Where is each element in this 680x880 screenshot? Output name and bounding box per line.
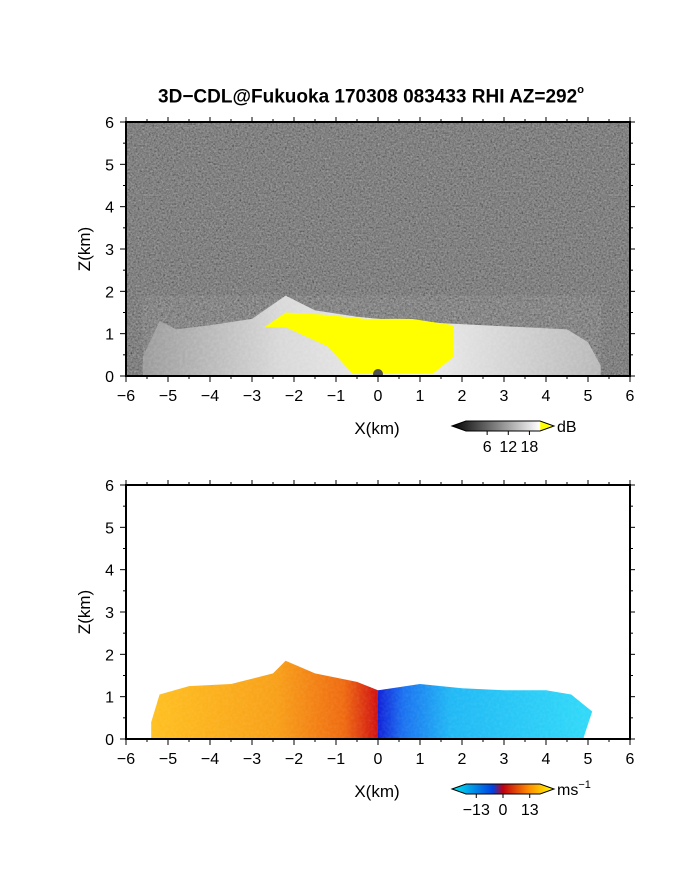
velocity-y-label: Z(km) xyxy=(75,590,94,634)
velocity-x-tick-label: 4 xyxy=(542,751,551,768)
snr-y-tick-label: 6 xyxy=(105,115,114,132)
velocity-x-tick-label: 6 xyxy=(626,751,635,768)
snr-colorbar-tick-label: 6 xyxy=(483,439,492,456)
snr-x-tick-label: −4 xyxy=(201,388,219,405)
velocity-y-tick-label: 4 xyxy=(105,563,114,580)
velocity-colorbar: −13 0 13 ms−1 xyxy=(450,779,591,819)
snr-y-label: Z(km) xyxy=(75,227,94,271)
velocity-colorbar-tick-label: 13 xyxy=(521,802,539,819)
snr-x-tick-label: −3 xyxy=(243,388,261,405)
snr-x-tick-label: 4 xyxy=(542,388,551,405)
snr-y-tick-label: 4 xyxy=(105,200,114,217)
velocity-x-tick-label: 1 xyxy=(416,751,425,768)
velocity-y-tick-label: 6 xyxy=(105,478,114,495)
velocity-y-tick-label: 0 xyxy=(105,732,114,749)
velocity-texture xyxy=(151,660,593,739)
snr-ticks: −6 −5 −4 −3 −2 −1 0 1 2 3 4 5 6 0 1 2 3 4 5 6 xyxy=(105,115,635,405)
velocity-ticks: −6 −5 −4 −3 −2 −1 0 1 2 3 4 5 6 0 1 2 3 4 5 6 xyxy=(105,478,635,768)
title-text: 3D−CDL@Fukuoka 170308 083433 RHI AZ=292 xyxy=(158,86,578,108)
velocity-x-tick-label: −6 xyxy=(117,751,135,768)
snr-x-tick-label: −5 xyxy=(159,388,177,405)
velocity-y-tick-label: 5 xyxy=(105,520,114,537)
velocity-x-tick-label: −3 xyxy=(243,751,261,768)
snr-y-tick-label: 3 xyxy=(105,242,114,259)
velocity-colorbar-ticks: −13 0 13 xyxy=(463,794,539,819)
figure-title: 3D−CDL@Fukuoka 170308 083433 RHI AZ=292o xyxy=(0,84,680,108)
velocity-colorbar-tick-label: −13 xyxy=(463,802,490,819)
snr-y-tick-label: 2 xyxy=(105,284,114,301)
snr-x-tick-label: −2 xyxy=(285,388,303,405)
velocity-unit-base: ms xyxy=(557,782,578,799)
snr-colorbar-unit: dB xyxy=(557,419,577,436)
velocity-x-tick-label: 2 xyxy=(458,751,467,768)
velocity-x-tick-label: 3 xyxy=(500,751,509,768)
velocity-x-tick-label: −2 xyxy=(285,751,303,768)
snr-x-tick-label: 2 xyxy=(458,388,467,405)
snr-x-tick-label: 5 xyxy=(584,388,593,405)
snr-x-label: X(km) xyxy=(354,419,399,438)
velocity-x-tick-label: 5 xyxy=(584,751,593,768)
velocity-y-tick-label: 1 xyxy=(105,690,114,707)
snr-colorbar: 6 12 18 dB xyxy=(450,419,577,456)
velocity-x-tick-label: −1 xyxy=(327,751,345,768)
velocity-x-tick-label: 0 xyxy=(374,751,383,768)
snr-x-tick-label: −1 xyxy=(327,388,345,405)
lidar-site-marker xyxy=(373,369,383,376)
snr-x-tick-label: 1 xyxy=(416,388,425,405)
snr-y-tick-label: 0 xyxy=(105,369,114,386)
snr-colorbar-ticks: 6 12 18 xyxy=(483,431,539,456)
snr-x-tick-label: −6 xyxy=(117,388,135,405)
velocity-y-tick-label: 3 xyxy=(105,605,114,622)
snr-x-tick-label: 3 xyxy=(500,388,509,405)
velocity-colorbar-bar xyxy=(450,783,556,795)
snr-colorbar-tick-label: 18 xyxy=(521,439,539,456)
velocity-unit-exponent: −1 xyxy=(578,779,591,791)
velocity-x-tick-label: −4 xyxy=(201,751,219,768)
snr-colorbar-tick-label: 12 xyxy=(499,439,517,456)
snr-y-tick-label: 5 xyxy=(105,157,114,174)
snr-y-tick-label: 1 xyxy=(105,327,114,344)
velocity-x-label: X(km) xyxy=(354,782,399,801)
snr-x-tick-label: 0 xyxy=(374,388,383,405)
velocity-x-tick-label: −5 xyxy=(159,751,177,768)
velocity-colorbar-unit: ms−1 xyxy=(557,779,591,799)
degree-sign: o xyxy=(577,84,584,96)
snr-x-tick-label: 6 xyxy=(626,388,635,405)
snr-saturated-region xyxy=(264,312,454,374)
velocity-y-tick-label: 2 xyxy=(105,647,114,664)
velocity-panel: −6 −5 −4 −3 −2 −1 0 1 2 3 4 5 6 0 1 2 3 4 5 6 X(km) Z(km) −… xyxy=(75,478,635,819)
snr-colorbar-bar xyxy=(450,420,556,432)
velocity-colorbar-tick-label: 0 xyxy=(499,802,508,819)
